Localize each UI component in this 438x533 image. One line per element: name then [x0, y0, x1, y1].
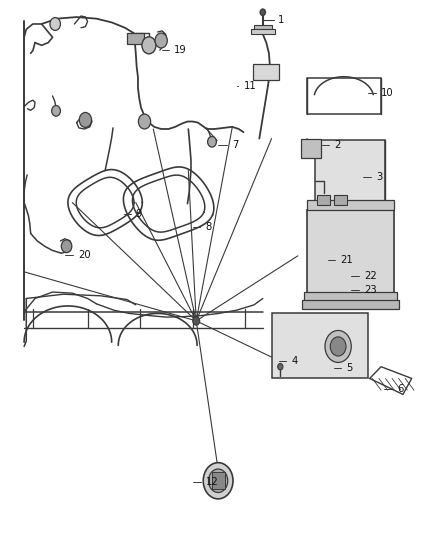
Text: 19: 19	[174, 45, 187, 54]
Bar	[307, 200, 394, 210]
Bar	[317, 195, 330, 205]
Text: 10: 10	[381, 88, 394, 98]
Bar	[302, 300, 399, 309]
Circle shape	[50, 18, 60, 30]
Bar	[301, 139, 321, 158]
Circle shape	[193, 317, 200, 325]
Bar	[254, 25, 272, 30]
Text: 20: 20	[78, 250, 91, 260]
Circle shape	[278, 364, 283, 370]
Bar	[253, 64, 279, 80]
Circle shape	[61, 240, 72, 253]
Bar	[307, 78, 381, 114]
Circle shape	[260, 9, 265, 15]
Text: 7: 7	[232, 140, 239, 150]
Text: 1: 1	[278, 15, 285, 25]
Circle shape	[325, 330, 351, 362]
Bar	[251, 29, 275, 34]
Text: 2: 2	[335, 140, 341, 150]
Text: 3: 3	[376, 172, 382, 182]
Text: 22: 22	[364, 271, 377, 281]
Circle shape	[52, 106, 60, 116]
Bar	[307, 210, 394, 294]
Text: 23: 23	[364, 285, 377, 295]
Text: 6: 6	[397, 384, 403, 394]
Text: 9: 9	[136, 209, 142, 219]
Text: 5: 5	[346, 363, 353, 373]
Circle shape	[203, 463, 233, 499]
Circle shape	[138, 114, 151, 129]
Circle shape	[79, 112, 92, 127]
Bar	[127, 33, 144, 44]
Text: 4: 4	[292, 357, 298, 366]
Circle shape	[142, 37, 156, 54]
Bar	[304, 292, 397, 301]
Bar	[272, 313, 368, 378]
Circle shape	[330, 337, 346, 356]
Circle shape	[208, 469, 228, 492]
Text: 12: 12	[206, 477, 219, 487]
Circle shape	[155, 33, 167, 48]
Text: 21: 21	[340, 255, 353, 265]
Circle shape	[208, 136, 216, 147]
Bar	[212, 472, 225, 489]
Text: 11: 11	[244, 82, 256, 91]
Bar	[334, 195, 347, 205]
Bar	[315, 140, 385, 204]
Text: 8: 8	[205, 222, 211, 232]
